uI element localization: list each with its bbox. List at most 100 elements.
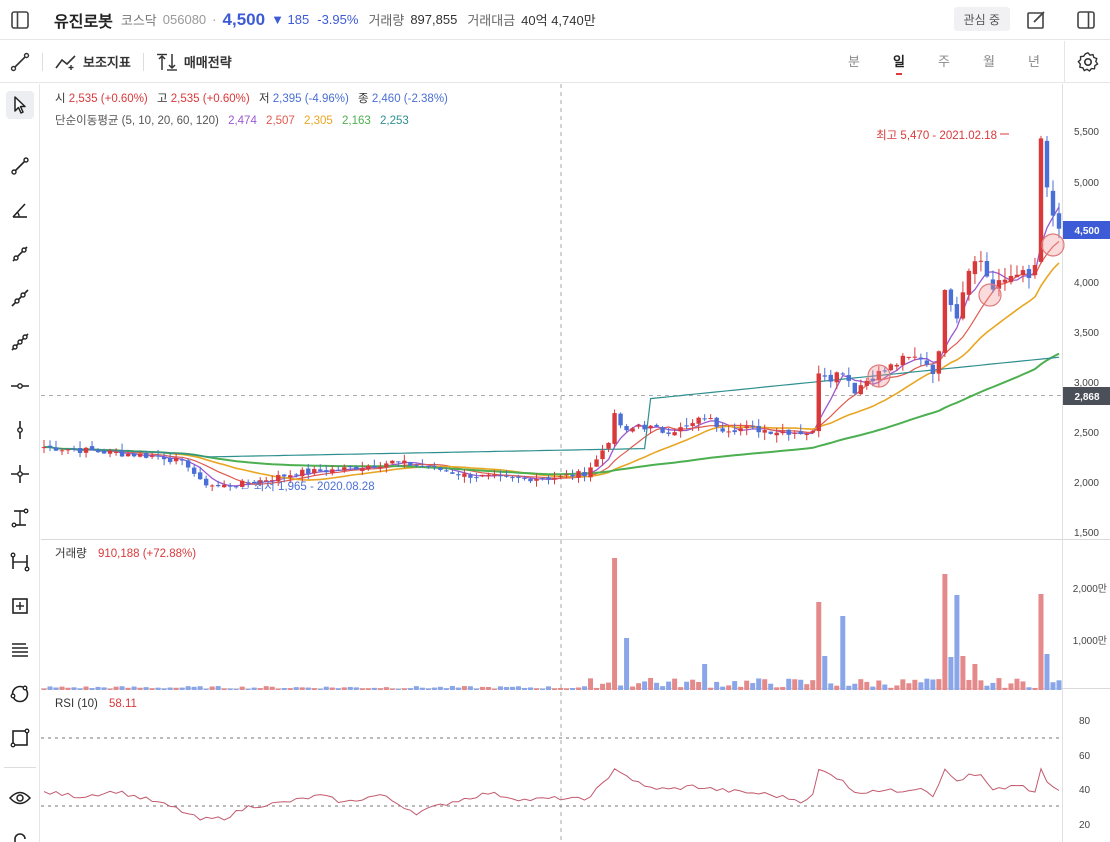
volume-bar [900,679,906,690]
stock-chart-svg[interactable]: 5,500 5,000 4,000 3,500 3,000 2,500 2,00… [41,84,1110,842]
volume-bar [257,688,263,690]
rsi-legend: RSI (10) 58.11 [55,698,137,710]
sidebar-toggle-icon[interactable] [0,0,40,40]
candle-body [834,372,839,383]
visibility-eye-icon[interactable] [6,784,34,812]
price-range-tool-icon[interactable] [6,504,34,532]
vertical-line-tool-icon[interactable] [6,416,34,444]
candle-body [948,289,954,305]
candle-body [924,360,930,365]
candle-body [47,445,53,448]
candle-body [239,480,245,487]
candle-body [648,425,653,429]
date-range-tool-icon[interactable] [6,548,34,576]
rsi-tick-40: 40 [1079,785,1091,796]
candle-body [642,424,647,430]
fibonacci-tool-icon[interactable] [6,636,34,664]
current-price-tag-bg [1063,221,1110,239]
candle-body [432,466,437,468]
volume-bar [41,688,47,690]
volume-bar [894,685,900,690]
candle-body [306,468,311,474]
volume-bar [221,688,227,690]
candle-body [582,472,587,477]
chart-area[interactable]: 5,500 5,000 4,000 3,500 3,000 2,500 2,00… [41,84,1110,842]
volume-bar [113,686,119,690]
candle-body [65,449,71,451]
period-month[interactable]: 월 [983,54,995,69]
volume-bar [576,687,582,690]
volume-bar [978,680,984,690]
candle-body [612,413,617,444]
signal-marker [978,283,1002,307]
cross-line-tool-icon[interactable] [6,460,34,488]
magnet-icon[interactable] [6,826,34,842]
price-tick-4000: 4,000 [1074,278,1099,289]
settings-icon[interactable] [1064,41,1110,82]
volume-bar [690,679,696,690]
box-range-tool-icon[interactable] [6,592,34,620]
volume-bar [990,682,996,690]
volume-bar [708,687,714,690]
volume-bar [1050,682,1056,690]
candle-body [600,450,605,460]
volume-bar [960,656,966,690]
volume-bar [71,687,77,690]
candle-body [522,477,527,479]
period-minute[interactable]: 분 [848,54,860,69]
low-label: 저 [258,93,270,105]
trend-line-tool-icon[interactable] [6,152,34,180]
rsi-legend-value: 58.11 [109,698,137,710]
candle-body [83,447,89,453]
extended-line-tool-icon[interactable] [6,284,34,312]
candle-body [786,429,791,435]
price-tick-1500: 1,500 [1074,528,1099,539]
volume-bar [215,686,221,690]
candle-body [516,476,521,478]
cursor-tool-icon[interactable] [6,91,34,119]
period-day[interactable]: 일 [893,54,905,69]
rectangle-tool-icon[interactable] [6,724,34,752]
volume-legend: 거래량 910,188 (+72.88%) [55,545,196,561]
volume-bar [648,678,654,690]
volume-bar [383,687,389,690]
circle-tool-icon[interactable] [6,680,34,708]
ma120-value: 2,253 [380,115,409,127]
period-year[interactable]: 년 [1028,54,1040,69]
horizontal-line-tool-icon[interactable] [6,372,34,400]
candle-body [131,453,137,457]
volume-bar [353,687,359,690]
volume-bar [972,664,978,690]
ray-line-tool-icon[interactable] [6,240,34,268]
candle-body [756,425,761,433]
candle-body [1032,265,1038,276]
edit-icon[interactable] [1024,8,1048,32]
ma5-line [44,206,1060,487]
parallel-channel-tool-icon[interactable] [6,328,34,356]
volume-bar [323,686,329,690]
volume-bar [744,680,750,690]
candle-body [354,466,359,470]
draw-line-icon[interactable] [0,42,40,82]
candle-body [324,470,329,473]
candle-body [107,450,113,454]
candle-body [179,459,185,461]
volume-bar [696,681,702,690]
volume-bar [1044,654,1050,690]
indicators-button[interactable]: 보조지표 [55,52,131,71]
period-week[interactable]: 주 [938,54,950,69]
angle-line-tool-icon[interactable] [6,196,34,224]
volume-bar [966,679,972,690]
candle-body [330,469,335,474]
volume-value: 897,855 [410,12,458,27]
strategy-button[interactable]: 매매전략 [156,52,232,71]
volume-bar [726,685,732,690]
candle-body [882,370,888,372]
volume-bar [1014,678,1020,690]
volume-bar [624,638,630,690]
price-tick-2500: 2,500 [1074,428,1099,439]
candle-body [372,465,377,468]
panel-toggle-icon[interactable] [1074,8,1098,32]
interest-button[interactable]: 관심 중 [953,7,1010,31]
candle-body [606,443,611,449]
